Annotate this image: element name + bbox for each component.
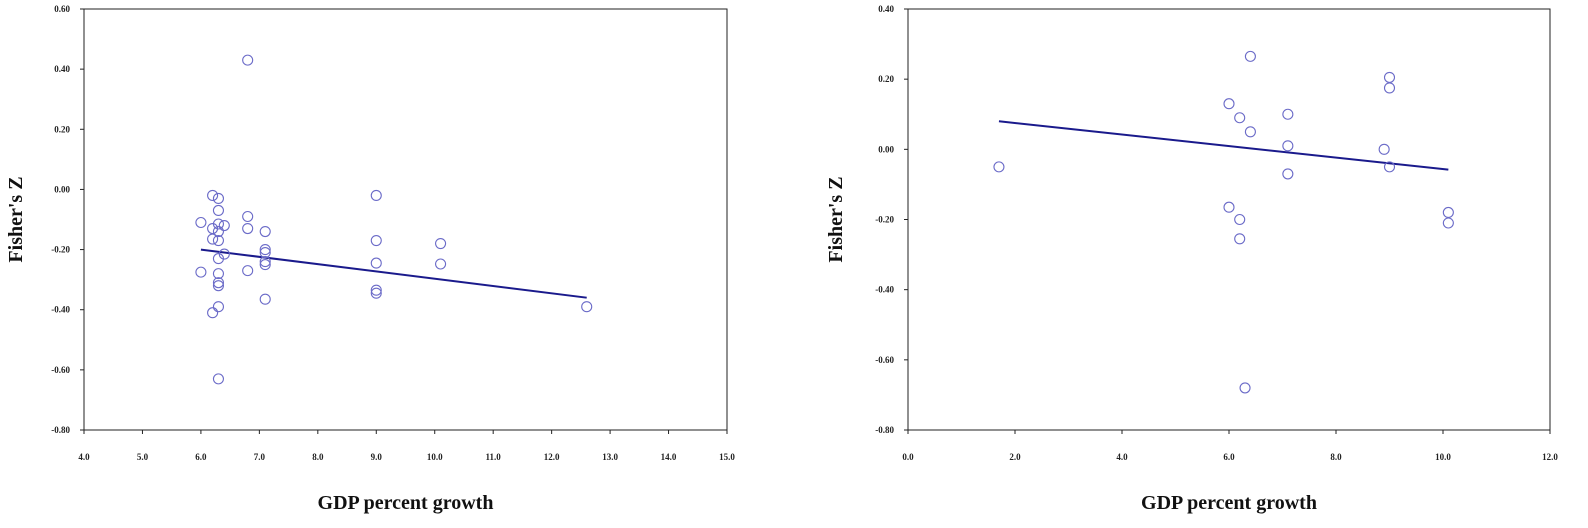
data-point [212,225,224,238]
y-tick-label: 0.20 [878,74,894,84]
x-tick-label: 4.0 [1116,452,1128,462]
data-point [242,265,254,277]
data-point [259,247,271,259]
data-point [212,268,224,280]
data-point [195,216,207,229]
x-tick-label: 6.0 [195,452,207,462]
data-point [1244,126,1256,138]
y-tick-label: -0.80 [875,425,894,435]
data-point [259,256,271,268]
y-tick-label: -0.60 [875,355,894,365]
data-point [1244,50,1256,62]
x-tick-label: 14.0 [661,452,677,462]
data-point [212,235,224,247]
data-point [242,54,254,66]
data-point [1383,161,1396,173]
data-point [1282,140,1294,152]
scatter-chart-right: 0.0 2.0 4.0 6.0 8.0 10.0 12.0 0.40 0.20 0.00 -0.20… [825,4,1558,514]
x-tick-label: 6.0 [1223,452,1235,462]
x-tick-label: 0.0 [902,452,914,462]
x-tick-label: 7.0 [254,452,266,462]
y-tick-label: 0.00 [54,184,70,194]
x-tick-label: 11.0 [486,452,502,462]
data-point [207,189,219,201]
data-point [1234,112,1246,124]
data-point [207,307,219,319]
y-tick-label: 0.40 [54,64,70,74]
x-axis-title: GDP percent growth [1141,492,1317,514]
data-point [370,284,382,296]
y-axis-title: Fisher's Z [5,176,27,262]
data-point [259,293,271,305]
y-tick-label: -0.40 [51,305,70,315]
y-tick-label: 0.00 [878,144,894,154]
data-point [370,287,382,299]
data-point [259,244,271,256]
data-point [259,259,271,271]
x-tick-label: 15.0 [719,452,735,462]
x-tick-label: 4.0 [78,452,90,462]
y-tick-label: 0.20 [54,124,70,134]
trend-line [200,248,587,299]
data-point [1282,108,1294,120]
data-point [581,301,593,313]
x-tick-label: 9.0 [371,452,383,462]
y-tick-label: -0.20 [51,245,70,255]
trend-line [998,120,1449,171]
plot-frame [83,8,728,431]
data-point [1378,143,1390,155]
data-point [435,238,447,250]
data-point [993,161,1005,173]
data-point [195,266,207,278]
plot-frame [907,8,1551,431]
data-point [1223,201,1235,213]
data-point [370,189,382,201]
data-point [207,233,219,245]
data-point [242,222,254,235]
y-tick-label: -0.20 [875,215,894,225]
data-point [212,277,224,289]
data-point [1442,217,1454,229]
data-point [259,225,271,238]
chart-panel-left: 4.0 5.0 6.0 7.0 8.0 9.0 10.0 11.0 12.0 13.0 14.0 15… [5,4,735,514]
data-point [435,258,447,270]
data-point [370,235,382,247]
data-point [212,204,224,217]
data-point [1239,382,1251,394]
chart-panel-right: 0.0 2.0 4.0 6.0 8.0 10.0 12.0 0.40 0.20 0.00 -0.20… [794,0,1588,528]
data-point [242,210,254,223]
x-tick-label: 10.0 [1435,452,1451,462]
data-point [1282,168,1294,180]
data-point [212,192,224,204]
y-tick-label: 0.60 [54,4,70,14]
data-point [212,373,224,385]
y-tick-label: -0.60 [51,365,70,375]
data-point [1383,71,1396,83]
data-point [1223,98,1235,110]
data-point [1234,233,1246,245]
data-point [212,280,224,292]
x-tick-label: 2.0 [1009,452,1021,462]
data-point [218,219,230,232]
x-tick-label: 8.0 [312,452,324,462]
x-tick-label: 12.0 [1542,452,1558,462]
data-point [370,257,382,269]
data-point [1383,82,1396,94]
data-point [1234,213,1246,226]
y-tick-label: 0.40 [878,4,894,14]
data-point [1442,206,1454,219]
x-tick-label: 8.0 [1330,452,1342,462]
data-point [212,218,224,230]
x-tick-label: 10.0 [427,452,443,462]
x-axis-title: GDP percent growth [318,492,494,514]
y-tick-label: -0.40 [875,285,894,295]
x-tick-label: 12.0 [544,452,560,462]
data-point [218,248,230,260]
x-tick-label: 13.0 [602,452,618,462]
x-tick-label: 5.0 [137,452,149,462]
scatter-chart-left: 4.0 5.0 6.0 7.0 8.0 9.0 10.0 11.0 12.0 13.0 14.0 15… [5,4,735,514]
y-tick-label: -0.80 [51,425,70,435]
data-point [212,301,224,313]
y-axis-title: Fisher's Z [825,176,847,262]
